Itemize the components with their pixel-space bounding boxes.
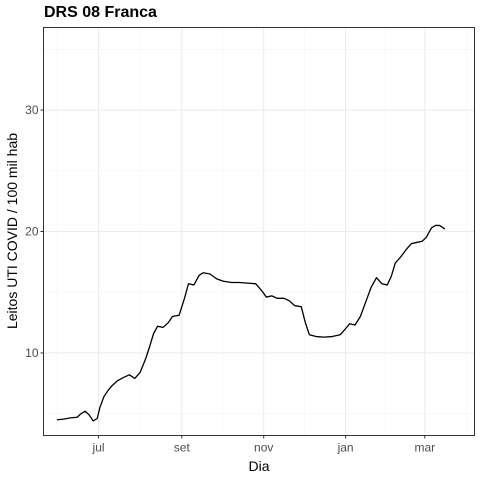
series-layer (56, 224, 446, 422)
y-tick-label: 20 (25, 225, 39, 239)
x-tick-label: nov (254, 441, 273, 455)
chart-title: DRS 08 Franca (44, 4, 157, 21)
x-tick-label: jan (337, 441, 354, 455)
x-tick-label: jul (92, 441, 105, 455)
series-line (56, 224, 446, 422)
x-axis-label: Dia (248, 458, 269, 474)
x-tick-label: mar (414, 441, 435, 455)
y-axis-label: Leitos UTI COVID / 100 mil hab (4, 133, 20, 329)
x-tick-label: set (174, 441, 191, 455)
grid (43, 27, 475, 436)
y-tick-label: 30 (25, 103, 39, 117)
y-axis: 10 20 30 (25, 103, 44, 360)
x-axis: jul set nov jan mar (92, 435, 435, 455)
y-tick-label: 10 (25, 346, 39, 360)
